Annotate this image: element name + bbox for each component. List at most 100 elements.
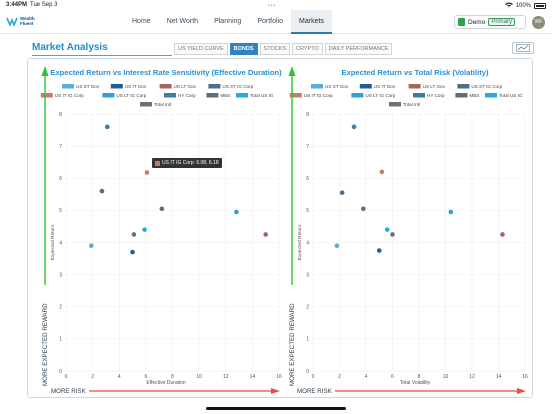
legend-label-us-st-ig-corp[interactable]: US ST IG Corp [222,84,253,89]
nav-home[interactable]: Home [132,18,151,25]
data-point-us-it-gov[interactable] [130,249,135,255]
legend-swatch-us-st-gov[interactable] [311,84,323,89]
legend-swatch-us-lt-ig-corp[interactable] [351,93,364,98]
legend-swatch-mbs[interactable] [206,93,219,98]
data-point-us-lt-ig-corp[interactable] [234,209,239,215]
data-point-us-lt-gov[interactable] [500,232,505,237]
legend-label-mbs[interactable]: MBS [220,93,230,98]
legend-label-total-intl[interactable]: Total Intl [403,102,420,107]
data-point-us-st-gov[interactable] [334,243,340,249]
x-tick-label: 0 [65,374,68,380]
x-tick-label: 16 [276,374,282,380]
tab-daily-performance[interactable]: DAILY PERFORMANCE [324,43,393,55]
legend-label-us-it-ig-corp[interactable]: US IT IG Corp [55,93,84,98]
legend-label-total-us-ig[interactable]: Total US IG [499,93,523,98]
legend-label-total-us-ig[interactable]: Total US IG [250,93,274,98]
y-tick-label: 1 [306,337,309,343]
y-tick-label: 2 [59,305,62,311]
legend-swatch-us-it-ig-corp[interactable] [289,93,302,98]
app-logo[interactable]: Wealth Fluent [6,15,35,27]
legend-swatch-us-lt-gov[interactable] [408,84,421,89]
title-underline [32,55,172,56]
home-indicator[interactable] [206,407,346,410]
legend-swatch-us-lt-gov[interactable] [159,84,172,89]
data-point-us-st-ig-corp[interactable] [339,190,345,196]
x-tick-label: 14 [250,374,256,380]
data-point-us-lt-ig-corp[interactable] [448,209,454,215]
battery-percent: 100% [515,3,531,9]
y-tick-label: 0 [59,369,62,375]
legend-swatch-hy-corp[interactable] [164,93,176,98]
legend-swatch-us-it-ig-corp[interactable] [40,93,53,98]
legend-label-total-intl[interactable]: Total Intl [154,102,171,107]
primary-badge: Primary [488,18,516,26]
legend-swatch-us-st-ig-corp[interactable] [208,84,221,89]
legend-label-mbs[interactable]: MBS [469,93,479,98]
y-tick-label: 6 [306,176,309,182]
multitask-dots[interactable]: ••• [268,3,277,9]
legend-label-hy-corp[interactable]: HY Corp [427,93,445,98]
legend-label-us-it-ig-corp[interactable]: US IT IG Corp [304,93,333,98]
x-axis-label: Total Volatility [400,380,431,386]
volatility-scatter-chart: Expected Return vs Total Risk (Volatilit… [288,66,528,395]
tab-us-yield-curve[interactable]: US YIELD CURVE [174,43,228,55]
tab-stocks[interactable]: STOCKS [259,43,291,55]
legend-swatch-mbs[interactable] [455,93,468,98]
x-tick-label: 10 [443,374,449,380]
legend-swatch-total-us-ig[interactable] [236,93,248,98]
legend-swatch-hy-corp[interactable] [413,93,425,98]
data-point-hy-corp[interactable] [351,124,357,130]
legend-label-hy-corp[interactable]: HY Corp [178,93,196,98]
y-tick-label: 6 [59,176,62,182]
data-point-mbs[interactable] [361,206,366,212]
data-point-us-st-gov[interactable] [88,243,94,249]
data-point-mbs[interactable] [159,206,165,212]
tab-crypto[interactable]: CRYPTO [292,43,323,55]
data-point-total-us-ig[interactable] [142,227,147,232]
legend-swatch-us-st-gov[interactable] [62,84,74,89]
data-point-total-intl[interactable] [131,232,137,237]
legend-swatch-us-st-ig-corp[interactable] [457,84,470,89]
y-tick-label: 4 [59,240,62,246]
nav-net-worth[interactable]: Net Worth [166,18,199,25]
data-point-total-us-ig[interactable] [384,227,390,232]
nav-portfolio[interactable]: Portfolio [257,18,284,25]
x-tick-label: 8 [171,374,174,380]
avatar[interactable]: WF [532,16,545,29]
data-point-us-it-ig-corp[interactable] [144,170,150,175]
data-point-us-lt-gov[interactable] [263,232,268,237]
data-point-us-st-ig-corp[interactable] [99,188,105,194]
nav-planning[interactable]: Planning [214,18,242,25]
legend-label-us-it-gov[interactable]: US IT Gov [374,84,396,89]
legend-swatch-us-it-gov[interactable] [110,84,123,89]
legend-label-us-st-gov[interactable]: US ST Gov [76,84,100,89]
legend-label-us-st-gov[interactable]: US ST Gov [325,84,349,89]
legend-label-us-lt-ig-corp[interactable]: US LT IG Corp [116,93,146,98]
legend-swatch-total-us-ig[interactable] [485,93,497,98]
x-tick-label: 14 [496,374,502,380]
account-switcher[interactable]: Demo Primary [454,15,526,29]
tooltip-text: US IT IG Corp: 6.08, 6.18 [162,160,219,166]
legend-swatch-us-lt-ig-corp[interactable] [102,93,115,98]
y-tick-label: 7 [59,144,62,150]
legend-label-us-lt-gov[interactable]: US LT Gov [423,84,446,89]
market-tabs: US YIELD CURVE BONDS STOCKS CRYPTO DAILY… [174,43,393,55]
logo-text: Wealth Fluent [20,16,35,26]
legend-swatch-total-intl[interactable] [140,102,152,107]
legend-label-us-st-ig-corp[interactable]: US ST IG Corp [471,84,502,89]
data-point-us-it-gov[interactable] [376,248,382,253]
data-point-us-it-ig-corp[interactable] [379,169,385,175]
data-point-total-intl[interactable] [390,232,395,237]
risk-annotation: MORE RISK [297,388,333,395]
tab-bonds[interactable]: BONDS [229,43,258,55]
y-tick-label: 5 [59,208,62,214]
legend-label-us-lt-ig-corp[interactable]: US LT IG Corp [365,93,395,98]
legend-swatch-total-intl[interactable] [389,102,401,107]
legend-label-us-lt-gov[interactable]: US LT Gov [174,84,197,89]
account-name: Demo [468,18,486,26]
nav-markets[interactable]: Markets [291,10,332,34]
data-point-hy-corp[interactable] [104,124,110,130]
legend-swatch-us-it-gov[interactable] [359,84,372,89]
legend-label-us-it-gov[interactable]: US IT Gov [125,84,147,89]
chart-settings-button[interactable] [512,42,534,54]
